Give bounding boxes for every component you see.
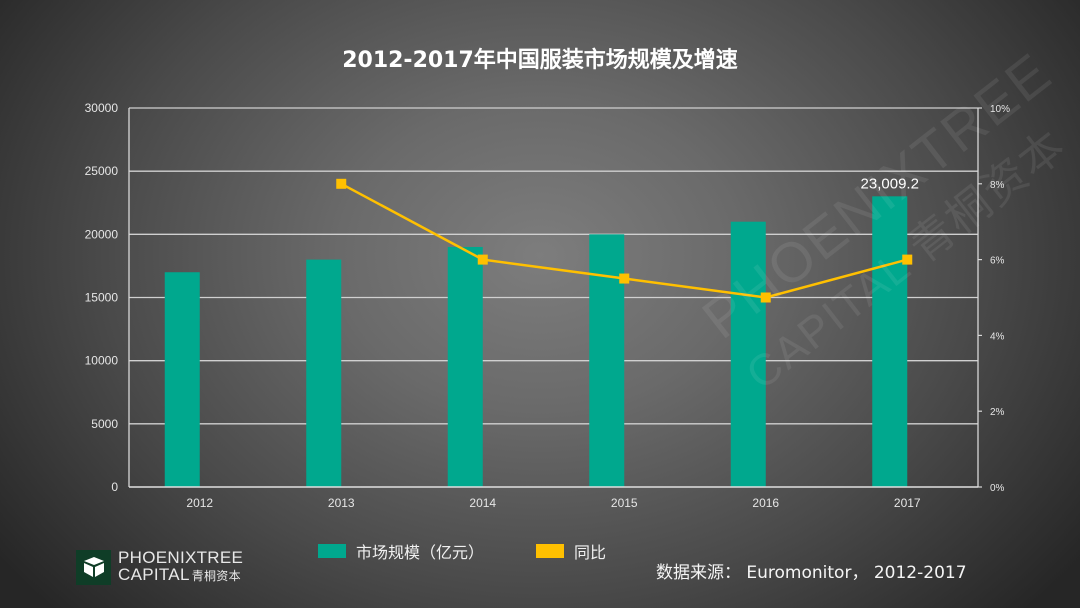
legend-swatch-teal: [318, 544, 346, 558]
x-axis-tick-label: 2012: [186, 496, 213, 510]
line-series-yoy: [336, 178, 913, 303]
chart-title: 2012-2017年中国服装市场规模及增速: [342, 48, 738, 73]
right-axis-tick-label: 6%: [990, 256, 1005, 267]
data-labels: 23,009.2: [861, 175, 919, 192]
right-axis-tick-label: 2%: [990, 407, 1005, 418]
line-marker: [619, 273, 630, 284]
bar-2017: [872, 196, 908, 487]
x-axis-tick-label: 2016: [752, 496, 779, 510]
left-axis-tick-label: 30000: [85, 101, 119, 115]
x-axis-tick-label: 2014: [469, 496, 496, 510]
left-axis-tick-label: 20000: [85, 227, 119, 241]
logo-chinese: 青桐资本: [191, 569, 241, 583]
logo-line2: CAPITAL: [118, 565, 190, 584]
left-axis-tick-label: 25000: [85, 164, 119, 178]
line-marker: [902, 254, 913, 265]
x-axis: 2012 2013 2014 2015 2016 2017: [129, 486, 978, 510]
legend-item-yoy: 同比: [536, 539, 606, 563]
legend-label: 市场规模（亿元）: [356, 543, 485, 562]
logo-line1: PHOENIXTREE: [118, 548, 244, 567]
bar-series-market-size: [164, 196, 908, 487]
left-axis-tick-label: 10000: [85, 354, 119, 368]
legend: 市场规模（亿元） 同比: [318, 539, 658, 563]
x-axis-tick-label: 2013: [328, 496, 355, 510]
left-axis-tick-label: 0: [111, 480, 118, 494]
line-marker: [336, 178, 347, 189]
line-marker: [477, 254, 488, 265]
bar-2016: [730, 221, 766, 487]
left-axis-tick-label: 15000: [85, 291, 119, 305]
phoenixtree-logo: PHOENIXTREE CAPITAL 青桐资本: [76, 549, 243, 585]
line-marker: [760, 292, 771, 303]
gridlines: [129, 107, 978, 425]
data-source-note: 数据来源： Euromonitor， 2012-2017: [656, 563, 967, 583]
x-axis-tick-label: 2015: [611, 496, 638, 510]
right-axis-tick-label: 4%: [990, 331, 1005, 342]
legend-item-market-size: 市场规模（亿元）: [318, 539, 484, 563]
right-axis-tick-label: 8%: [990, 180, 1005, 191]
bar-value-label: 23,009.2: [861, 175, 919, 192]
left-y-axis: 0 5000 10000 15000 20000 25000 30000: [85, 101, 130, 494]
left-axis-tick-label: 5000: [91, 417, 118, 431]
bar-2013: [306, 259, 342, 487]
logo-cube-icon: [76, 549, 111, 585]
right-axis-tick-label: 0%: [990, 483, 1005, 494]
right-y-axis: 0% 2% 4% 6% 8% 10%: [977, 104, 1010, 494]
legend-label: 同比: [574, 543, 607, 562]
bar-2012: [164, 272, 200, 487]
bar-2014: [447, 246, 483, 487]
legend-swatch-yellow: [536, 544, 565, 558]
bar-2015: [589, 234, 625, 487]
x-axis-tick-label: 2017: [894, 496, 921, 510]
right-axis-tick-label: 10%: [990, 104, 1010, 115]
